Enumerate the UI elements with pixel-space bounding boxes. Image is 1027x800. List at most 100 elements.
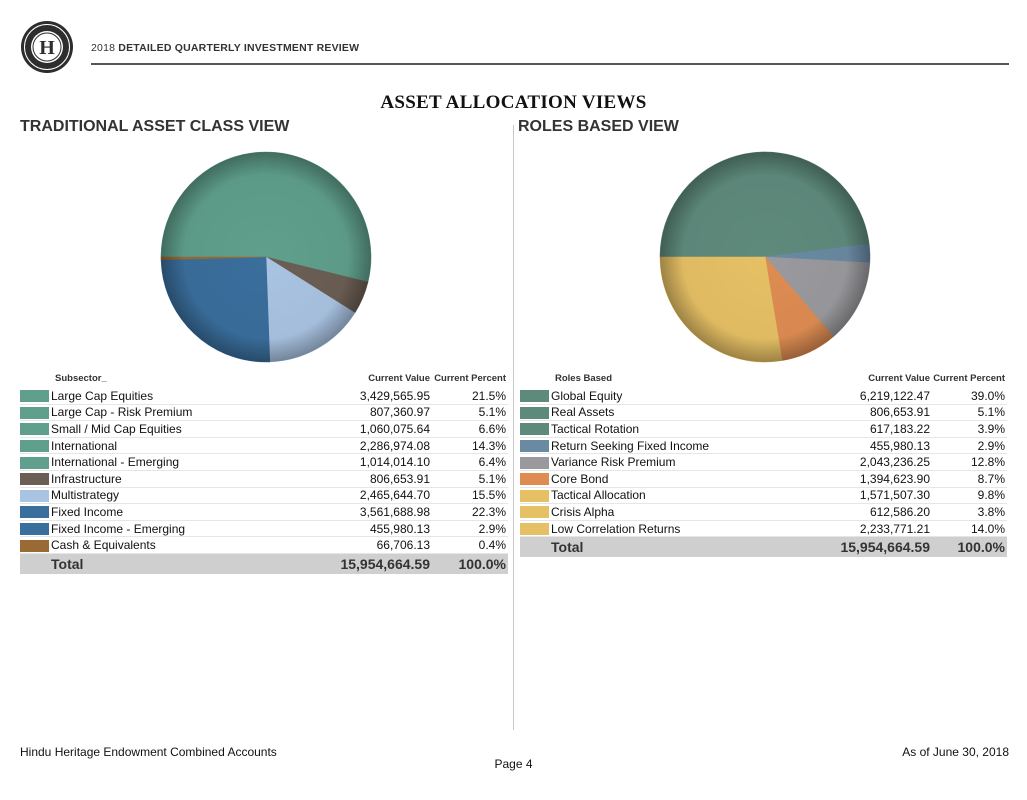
total-row: Total 15,954,664.59 100.0% xyxy=(20,553,508,574)
row-percent: 14.3% xyxy=(432,437,508,455)
row-value: 2,043,236.25 xyxy=(806,453,932,471)
legend-swatch xyxy=(20,520,51,538)
row-label: Low Correlation Returns xyxy=(551,520,806,538)
table-row: International 2,286,974.08 14.3% xyxy=(20,437,508,455)
roles-based-header: Roles Based xyxy=(555,373,613,384)
report-year: 2018 xyxy=(91,42,116,54)
traditional-view-title: TRADITIONAL ASSET CLASS VIEW xyxy=(20,118,290,135)
row-label: Large Cap Equities xyxy=(51,388,306,405)
page-number: Page 4 xyxy=(494,757,533,771)
row-value: 3,561,688.98 xyxy=(306,503,432,521)
row-value: 3,429,565.95 xyxy=(306,388,432,405)
row-label: Global Equity xyxy=(551,388,806,405)
row-percent: 14.0% xyxy=(932,520,1007,538)
current-value-header: Current Value xyxy=(368,373,430,384)
row-percent: 21.5% xyxy=(432,388,508,405)
roles-pie-chart xyxy=(659,151,871,363)
row-value: 2,286,974.08 xyxy=(306,437,432,455)
total-value: 15,954,664.59 xyxy=(306,553,432,574)
row-value: 806,653.91 xyxy=(306,470,432,488)
legend-swatch xyxy=(520,503,551,521)
row-label: Return Seeking Fixed Income xyxy=(551,437,806,455)
legend-swatch xyxy=(520,404,551,422)
legend-swatch xyxy=(20,420,51,438)
row-label: International xyxy=(51,437,306,455)
row-percent: 3.9% xyxy=(932,420,1007,438)
legend-swatch xyxy=(520,520,551,538)
row-value: 1,394,623.90 xyxy=(806,470,932,488)
table-row: Multistrategy 2,465,644.70 15.5% xyxy=(20,487,508,505)
pie-shading xyxy=(161,152,371,362)
header-rule xyxy=(91,63,1009,65)
row-label: Fixed Income - Emerging xyxy=(51,520,306,538)
traditional-pie-chart xyxy=(160,151,372,363)
table-header-row: Roles Based Current Value Current Percen… xyxy=(520,373,1007,388)
current-percent-header: Current Percent xyxy=(933,373,1005,384)
row-label: Fixed Income xyxy=(51,503,306,521)
row-label: Crisis Alpha xyxy=(551,503,806,521)
legend-swatch xyxy=(520,487,551,505)
row-percent: 0.4% xyxy=(432,536,508,554)
row-percent: 6.6% xyxy=(432,420,508,438)
roles-allocation-table: Roles Based Current Value Current Percen… xyxy=(520,373,1007,558)
row-label: Real Assets xyxy=(551,404,806,422)
legend-swatch xyxy=(20,388,51,405)
legend-swatch xyxy=(20,404,51,422)
total-label: Total xyxy=(551,536,806,558)
footer-account: Hindu Heritage Endowment Combined Accoun… xyxy=(20,745,277,759)
row-label: Core Bond xyxy=(551,470,806,488)
table-row: Return Seeking Fixed Income 455,980.13 2.9… xyxy=(520,437,1007,455)
table-row: Variance Risk Premium 2,043,236.25 12.8% xyxy=(520,453,1007,471)
legend-swatch xyxy=(20,453,51,471)
row-percent: 15.5% xyxy=(432,487,508,505)
row-label: Cash & Equivalents xyxy=(51,536,306,554)
logo-seal: H xyxy=(21,21,73,73)
table-row: Large Cap Equities 3,429,565.95 21.5% xyxy=(20,388,508,405)
row-value: 617,183.22 xyxy=(806,420,932,438)
row-value: 806,653.91 xyxy=(806,404,932,422)
row-label: Tactical Allocation xyxy=(551,487,806,505)
row-value: 6,219,122.47 xyxy=(806,388,932,405)
table-row: Real Assets 806,653.91 5.1% xyxy=(520,404,1007,422)
legend-swatch xyxy=(20,470,51,488)
legend-swatch xyxy=(520,388,551,405)
table-row: Low Correlation Returns 2,233,771.21 14.0% xyxy=(520,520,1007,538)
row-percent: 3.8% xyxy=(932,503,1007,521)
table-row: Global Equity 6,219,122.47 39.0% xyxy=(520,388,1007,405)
row-percent: 2.9% xyxy=(432,520,508,538)
row-percent: 5.1% xyxy=(432,470,508,488)
row-label: Small / Mid Cap Equities xyxy=(51,420,306,438)
table-row: Infrastructure 806,653.91 5.1% xyxy=(20,470,508,488)
table-row: Core Bond 1,394,623.90 8.7% xyxy=(520,470,1007,488)
row-value: 66,706.13 xyxy=(306,536,432,554)
row-percent: 39.0% xyxy=(932,388,1007,405)
panel-divider xyxy=(513,125,514,730)
legend-swatch xyxy=(20,536,51,554)
table-header-row: Subsector_ Current Value Current Percent xyxy=(20,373,508,388)
legend-swatch xyxy=(520,453,551,471)
row-percent: 6.4% xyxy=(432,453,508,471)
total-label: Total xyxy=(51,553,306,574)
row-value: 807,360.97 xyxy=(306,404,432,422)
row-label: Infrastructure xyxy=(51,470,306,488)
roles-view-title: ROLES BASED VIEW xyxy=(518,118,679,135)
row-percent: 5.1% xyxy=(932,404,1007,422)
row-value: 2,233,771.21 xyxy=(806,520,932,538)
total-percent: 100.0% xyxy=(432,553,508,574)
legend-swatch xyxy=(20,437,51,455)
table-row: Large Cap - Risk Premium 807,360.97 5.1% xyxy=(20,404,508,422)
legend-swatch xyxy=(520,420,551,438)
row-percent: 8.7% xyxy=(932,470,1007,488)
row-label: International - Emerging xyxy=(51,453,306,471)
row-percent: 2.9% xyxy=(932,437,1007,455)
current-percent-header: Current Percent xyxy=(434,373,506,384)
legend-swatch xyxy=(520,470,551,488)
row-percent: 22.3% xyxy=(432,503,508,521)
report-name: DETAILED QUARTERLY INVESTMENT REVIEW xyxy=(118,42,360,54)
svg-text:H: H xyxy=(39,37,55,59)
current-value-header: Current Value xyxy=(868,373,930,384)
row-value: 2,465,644.70 xyxy=(306,487,432,505)
pie-shading xyxy=(660,152,870,362)
table-row: Crisis Alpha 612,586.20 3.8% xyxy=(520,503,1007,521)
legend-swatch xyxy=(20,503,51,521)
